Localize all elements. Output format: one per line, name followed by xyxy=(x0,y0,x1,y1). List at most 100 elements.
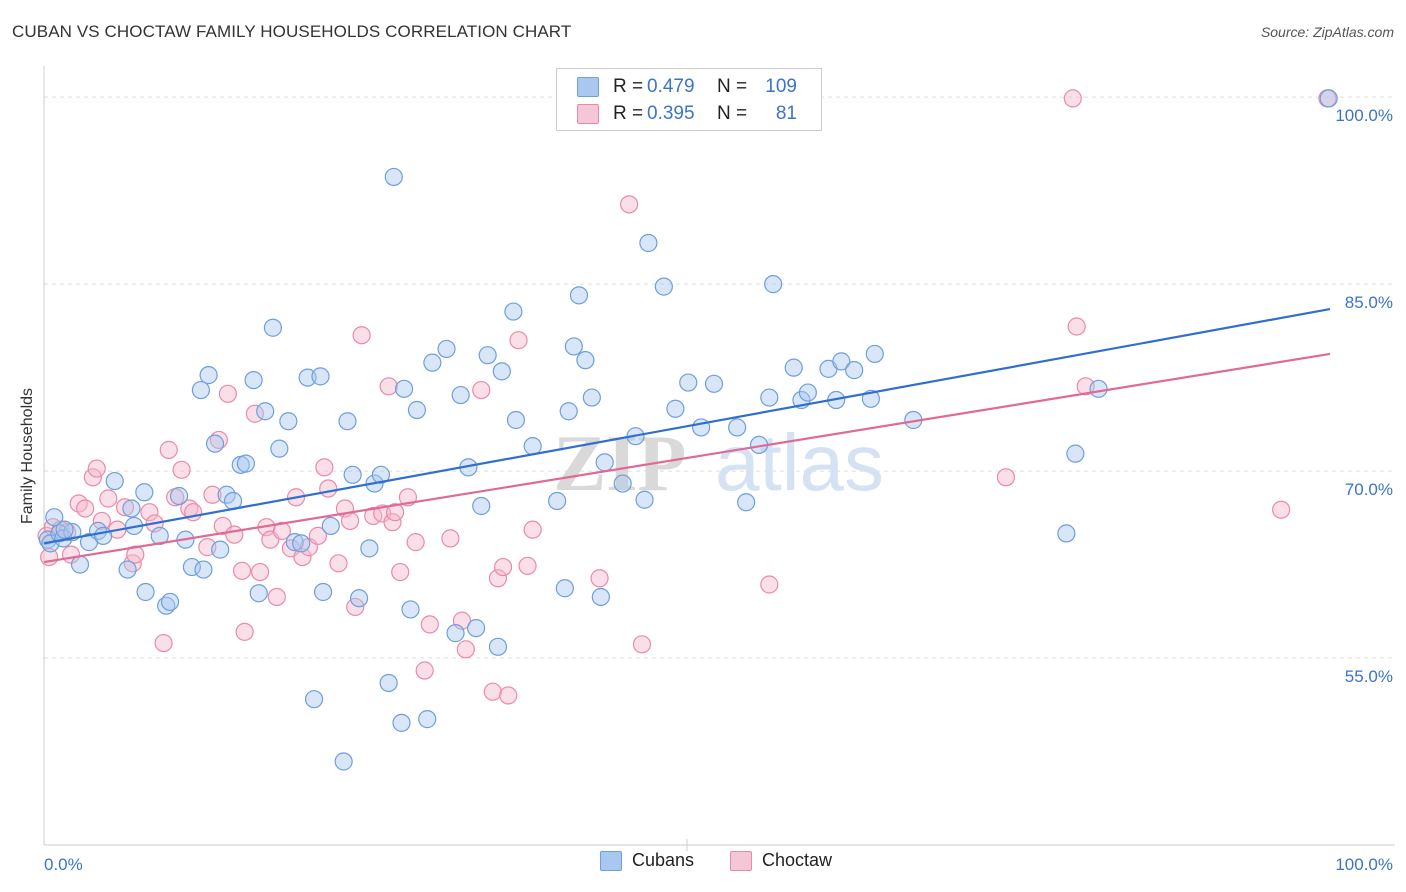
source-credit: Source: ZipAtlas.com xyxy=(1260,24,1394,40)
cubans-point xyxy=(70,555,90,574)
cubans-point xyxy=(488,637,508,656)
choctaw-point xyxy=(632,635,652,654)
cubans-point xyxy=(666,399,685,418)
cubans-point xyxy=(504,302,523,321)
cubans-point xyxy=(394,379,414,398)
chart-title: CUBAN VS CHOCTAW FAMILY HOUSEHOLDS CORRE… xyxy=(12,22,572,41)
cubans-point xyxy=(194,560,213,579)
cubans-point xyxy=(292,534,311,553)
cubans-point xyxy=(492,362,511,381)
r-value: 0.395 xyxy=(647,103,695,124)
cubans-point xyxy=(256,402,275,421)
choctaw-swatch xyxy=(577,104,599,124)
choctaw-point xyxy=(250,562,270,582)
cubans-trend-line xyxy=(43,307,1331,545)
choctaw-point xyxy=(159,440,178,459)
choctaw-point xyxy=(406,533,425,552)
cubans-point xyxy=(506,410,526,430)
n-value: 109 xyxy=(765,76,797,97)
cubans-point xyxy=(298,368,317,387)
r-value: 0.479 xyxy=(647,76,695,97)
cubans-point xyxy=(784,358,803,377)
cubans-point xyxy=(169,486,189,506)
cubans-point xyxy=(845,361,864,380)
choctaw-point xyxy=(340,511,360,531)
choctaw-point xyxy=(996,468,1016,487)
choctaw-point xyxy=(1063,89,1082,108)
cubans-point xyxy=(279,412,298,431)
x-tick-label: 100.0% xyxy=(1335,855,1393,874)
cubans-point xyxy=(635,490,654,509)
n-label: N = xyxy=(717,103,748,124)
cubans-point xyxy=(160,592,180,612)
choctaw-point xyxy=(760,575,779,594)
choctaw-point xyxy=(87,459,106,478)
cubans-point xyxy=(613,474,632,493)
cubans-point xyxy=(1057,524,1076,543)
cubans-point xyxy=(304,690,324,709)
n-value: 81 xyxy=(775,103,797,124)
cubans-point xyxy=(451,385,470,405)
cubans-swatch xyxy=(577,77,599,97)
cubans-point xyxy=(360,539,379,558)
choctaw-point xyxy=(232,561,252,580)
cubans-point xyxy=(798,383,817,402)
y-tick-label: 70.0% xyxy=(1345,480,1393,499)
cubans-point xyxy=(466,619,486,638)
choctaw-point xyxy=(441,529,460,548)
choctaw-point xyxy=(92,511,111,531)
choctaw-point xyxy=(509,331,528,350)
choctaw-point xyxy=(76,499,95,518)
cubans-point xyxy=(205,434,225,453)
choctaw-point xyxy=(518,556,537,575)
cubans-point xyxy=(118,560,137,579)
choctaw-point xyxy=(499,686,518,705)
choctaw-point xyxy=(590,569,609,588)
y-tick-label: 100.0% xyxy=(1335,106,1393,125)
trend-lines xyxy=(43,307,1331,564)
legend-item-cubans: Cubans xyxy=(600,850,694,871)
choctaw-point xyxy=(379,377,398,396)
cubans-point xyxy=(679,373,698,392)
cubans-point xyxy=(55,520,74,539)
n-label: N = xyxy=(717,76,748,97)
legend-label-cubans: Cubans xyxy=(632,850,695,870)
watermark: ZIP atlas xyxy=(553,418,884,508)
choctaw-point xyxy=(346,597,365,617)
cubans-point xyxy=(249,584,268,603)
x-tick-label: 0.0% xyxy=(44,855,83,874)
choctaw-legend-swatch xyxy=(730,850,752,871)
choctaw-point xyxy=(456,640,475,659)
cubans-point xyxy=(582,388,601,407)
choctaw-point xyxy=(1272,500,1291,519)
cubans-point xyxy=(401,600,420,619)
cubans-point xyxy=(737,493,756,512)
cubans-point xyxy=(321,516,340,536)
choctaw-point xyxy=(620,195,639,214)
choctaw-point xyxy=(415,661,434,680)
cubans-point xyxy=(423,353,442,372)
stats-row-cubans: R = 0.479 N = 109 xyxy=(577,73,797,101)
cubans-point xyxy=(135,483,154,502)
cubans-point xyxy=(334,752,353,771)
choctaw-point xyxy=(235,622,254,641)
cubans-point xyxy=(313,582,333,602)
cubans-point xyxy=(122,499,141,518)
choctaw-point xyxy=(488,569,508,588)
choctaw-point xyxy=(329,554,348,573)
cubans-point xyxy=(211,540,230,559)
choctaw-point xyxy=(391,562,410,582)
choctaw-point xyxy=(472,380,491,400)
cubans-point xyxy=(199,366,218,385)
cubans-point xyxy=(191,380,210,400)
cubans-point xyxy=(764,275,783,294)
tick-labels: 55.0% 70.0% 85.0% 100.0% 0.0% 100.0% xyxy=(44,106,1393,874)
choctaw-point xyxy=(420,615,439,634)
cubans-point xyxy=(236,454,256,473)
axes xyxy=(43,66,1395,851)
cubans-point xyxy=(446,624,465,643)
cubans-point xyxy=(564,337,583,356)
cubans-point xyxy=(371,465,391,484)
choctaw-point xyxy=(1067,317,1086,336)
